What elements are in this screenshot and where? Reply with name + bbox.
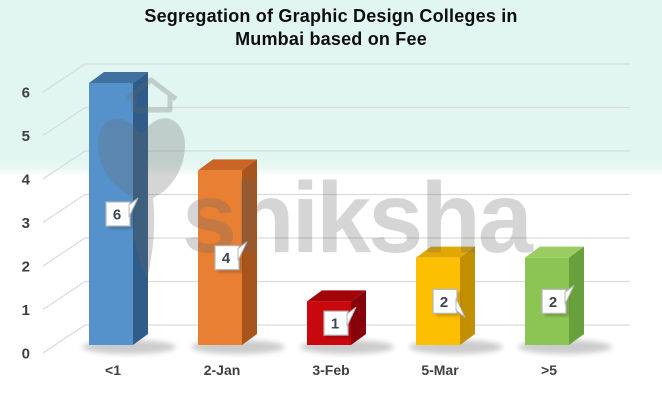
callout-box <box>105 201 131 227</box>
x-tick-label: 3-Feb <box>312 362 349 378</box>
bar-top-face <box>525 246 584 258</box>
bar-red <box>300 290 394 354</box>
callout-box <box>323 310 349 336</box>
data-label-value: 2 <box>549 294 557 311</box>
data-label-value: 4 <box>222 250 231 267</box>
bar-side-face <box>133 71 148 345</box>
callout-pointer <box>128 197 139 218</box>
y-tick-label: 6 <box>22 85 30 102</box>
bars <box>82 71 612 354</box>
y-tick-label: 4 <box>22 172 31 189</box>
chart-title: Segregation of Graphic Design Colleges i… <box>0 5 662 51</box>
x-tick-label: 2-Jan <box>204 362 241 378</box>
watermark: shiksha <box>97 77 537 279</box>
house-icon <box>124 77 178 113</box>
data-label-callout: 4 <box>214 241 248 273</box>
data-label-callout: 1 <box>323 306 357 339</box>
gridline <box>42 106 630 136</box>
chart-title-line2: Mumbai based on Fee <box>235 29 427 49</box>
bar-side-face <box>351 290 366 345</box>
x-tick-label: >5 <box>541 362 557 378</box>
chart-title-line1: Segregation of Graphic Design Colleges i… <box>144 6 518 26</box>
callout-pointer <box>455 298 466 318</box>
data-labels: 6 4 1 2 2 <box>105 197 575 339</box>
bar-side-face <box>460 246 475 345</box>
y-axis-labels: 0 1 2 3 4 5 6 <box>22 85 31 363</box>
bar-green <box>518 246 612 354</box>
data-label-callout: 2 <box>432 288 466 318</box>
gridline <box>42 150 630 180</box>
y-tick-label: 0 <box>22 346 30 363</box>
callout-pointer <box>237 241 248 261</box>
x-tick-label: <1 <box>105 362 121 378</box>
y-tick-label: 2 <box>22 259 30 276</box>
x-axis-labels: <1 2-Jan 3-Feb 5-Mar >5 <box>105 362 557 378</box>
shiksha-bird-logo <box>97 118 186 279</box>
gridline <box>42 237 630 267</box>
x-tick-label: 5-Mar <box>421 362 459 378</box>
y-tick-label: 1 <box>22 302 30 319</box>
callout-pointer <box>346 306 357 327</box>
data-label-value: 1 <box>331 316 339 333</box>
bar-top-face <box>307 290 366 302</box>
y-tick-label: 3 <box>22 215 30 232</box>
bar-side-face <box>569 246 584 345</box>
data-label-callout: 6 <box>105 197 139 229</box>
gridline <box>42 63 630 93</box>
data-label-value: 2 <box>440 294 448 311</box>
gridline <box>42 193 630 223</box>
y-tick-label: 5 <box>22 128 30 145</box>
bar-top-face <box>416 246 475 258</box>
callout-pointer <box>564 284 575 305</box>
data-label-value: 6 <box>113 206 121 223</box>
bar-blue <box>82 71 176 354</box>
data-label-callout: 2 <box>541 284 575 317</box>
bar-side-face <box>242 159 257 345</box>
bar-top-face <box>89 71 148 83</box>
bar-top-face <box>198 159 257 171</box>
